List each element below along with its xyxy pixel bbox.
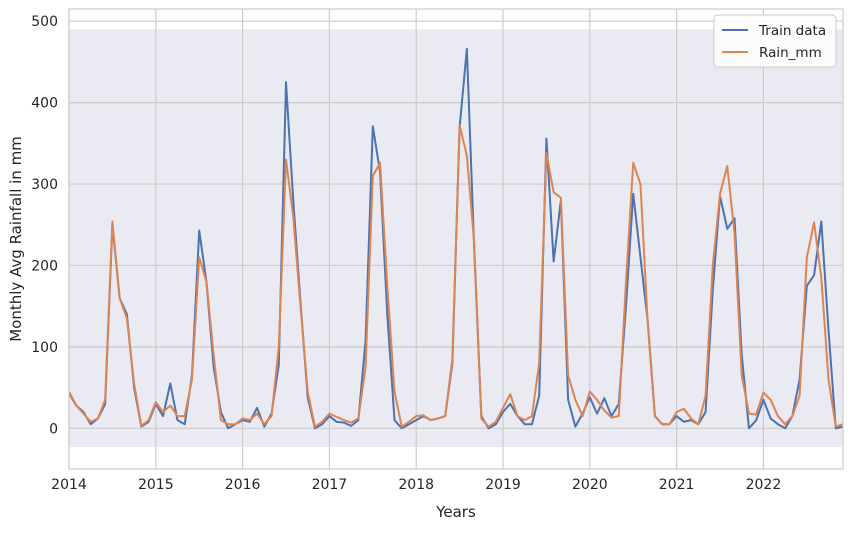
rain-mm-line <box>68 124 844 428</box>
y-tick-label: 100 <box>31 340 58 356</box>
x-tick-label: 2022 <box>746 477 782 493</box>
y-tick-label: 0 <box>49 421 58 437</box>
x-axis-ticks: 2014 2015 2016 2017 2018 2019 2020 2021 2022 <box>51 477 781 493</box>
legend-box <box>713 14 837 68</box>
grid-lines <box>68 9 843 469</box>
y-axis-label: Monthly Avg Rainfall in mm <box>7 136 25 342</box>
x-axis-label: Years <box>435 503 476 521</box>
x-tick-label: 2018 <box>398 477 434 493</box>
y-axis-ticks: 0 100 200 300 400 500 <box>31 14 58 437</box>
x-tick-label: 2014 <box>51 477 87 493</box>
x-tick-label: 2017 <box>312 477 348 493</box>
legend-entry-label: Rain_mm <box>759 45 822 61</box>
series-lines <box>68 47 844 430</box>
legend: Train data Rain_mm <box>713 14 837 68</box>
x-tick-label: 2019 <box>485 477 521 493</box>
x-tick-label: 2015 <box>138 477 174 493</box>
y-tick-label: 500 <box>31 14 58 30</box>
legend-entry-label: Train data <box>758 23 826 39</box>
x-tick-label: 2016 <box>225 477 261 493</box>
y-tick-label: 300 <box>31 177 58 193</box>
y-tick-label: 200 <box>31 258 58 274</box>
x-tick-label: 2020 <box>572 477 608 493</box>
plot-frame <box>68 8 844 470</box>
x-tick-label: 2021 <box>659 477 695 493</box>
y-tick-label: 400 <box>31 96 58 112</box>
